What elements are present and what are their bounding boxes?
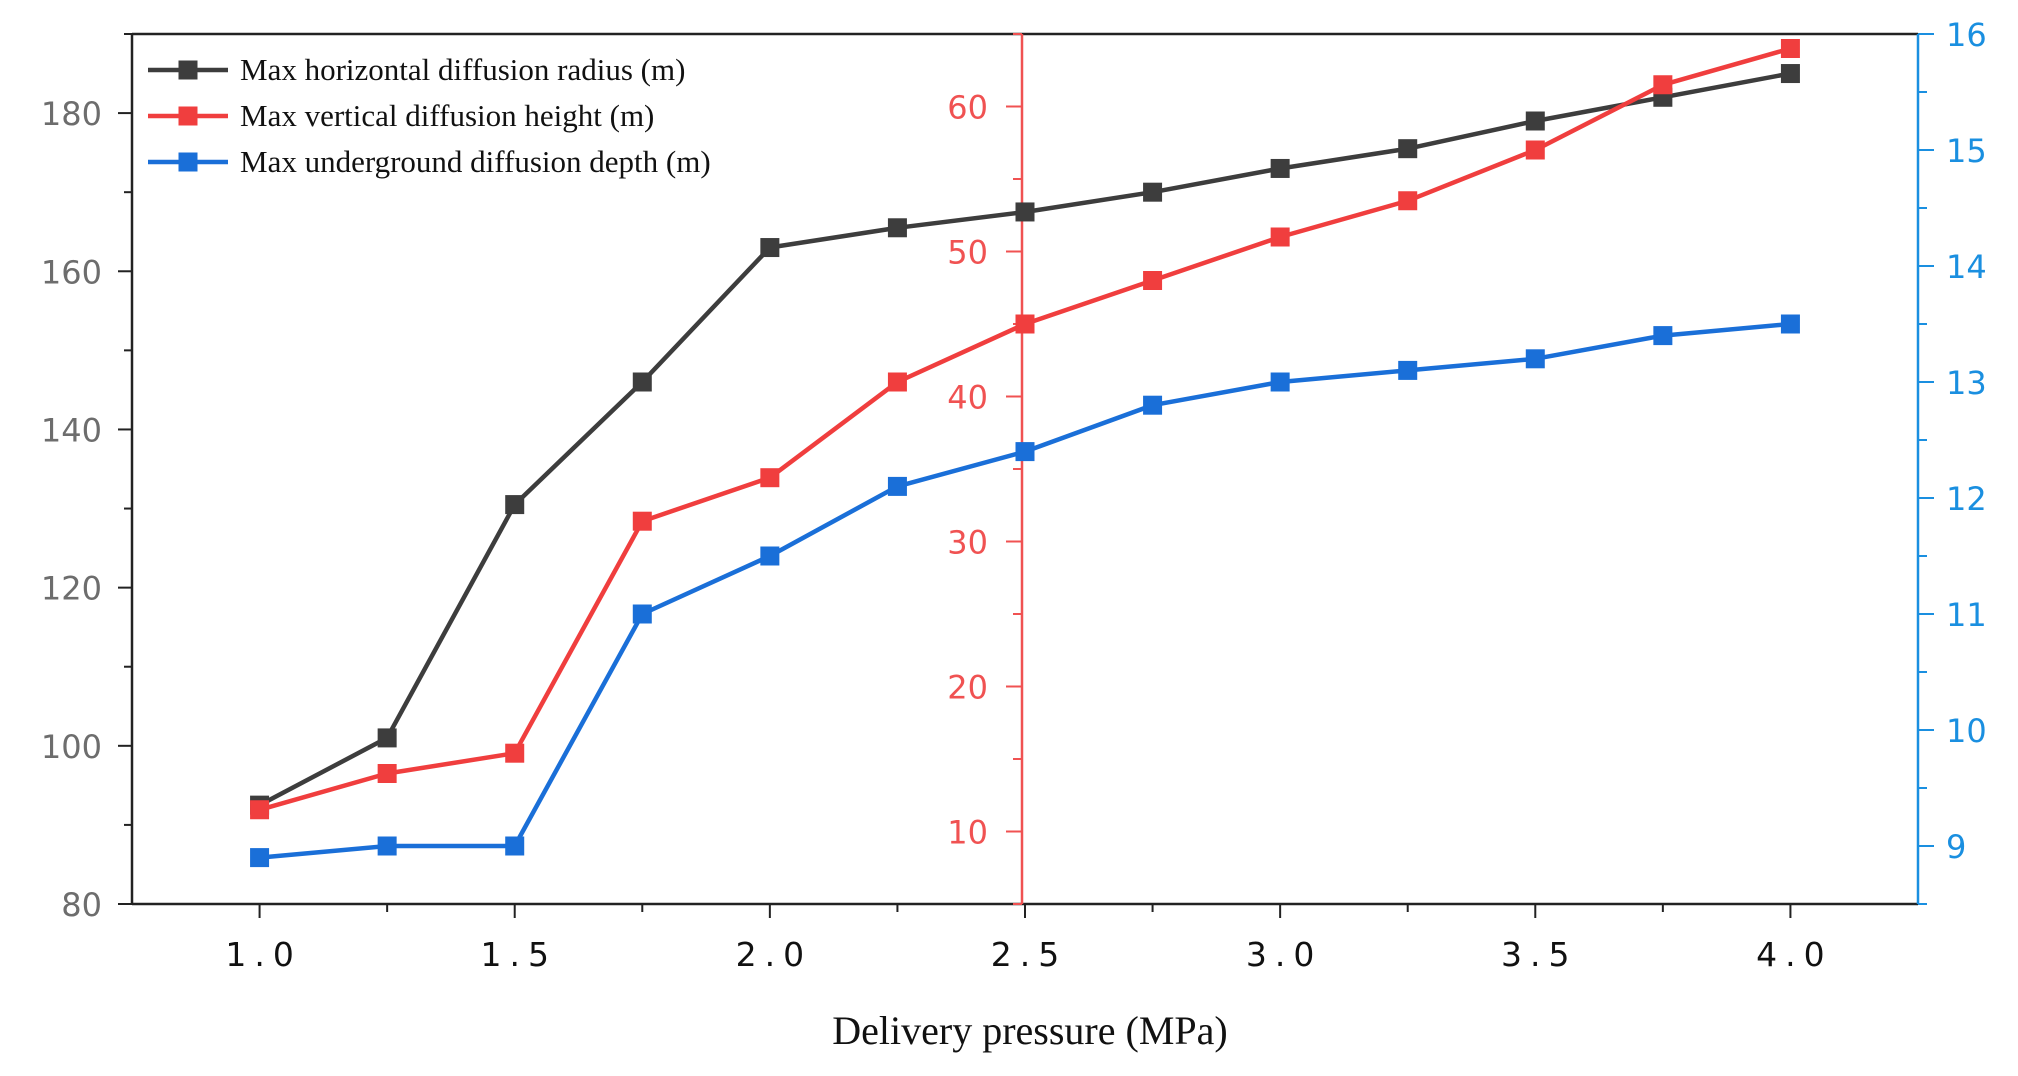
right-tick-label: 11 bbox=[1946, 596, 1987, 634]
left-tick-label: 160 bbox=[41, 253, 102, 291]
series-1-marker bbox=[1398, 139, 1418, 159]
x-tick-label: 2.5 bbox=[991, 935, 1067, 974]
right-tick-label: 9 bbox=[1946, 828, 1966, 866]
axes-group: 1.0 1.5 2.0 2.5 3.0 3.5 4.0 80 100 120 140 160 180 10… bbox=[41, 16, 1987, 974]
series-3-marker bbox=[632, 604, 652, 624]
left-tick-label: 100 bbox=[41, 728, 102, 766]
series-1-marker bbox=[1525, 111, 1545, 131]
series-3-marker bbox=[1270, 372, 1290, 392]
series-1-marker bbox=[887, 218, 907, 238]
x-tick-label: 1.0 bbox=[225, 935, 301, 974]
right-tick-label: 16 bbox=[1946, 16, 1987, 54]
series-2-marker bbox=[1525, 140, 1545, 160]
series-2-marker bbox=[1143, 271, 1163, 290]
legend: Max horizontal diffusion radius (m) Max v… bbox=[148, 52, 711, 179]
series-1-marker bbox=[505, 495, 525, 515]
legend-label: Max underground diffusion depth (m) bbox=[240, 144, 711, 179]
middle-tick-label: 10 bbox=[947, 814, 988, 852]
right-tick-label: 13 bbox=[1946, 364, 1987, 402]
series-2-marker bbox=[1015, 314, 1035, 334]
series-2-marker bbox=[1270, 227, 1290, 247]
legend-marker bbox=[178, 60, 198, 80]
series-2-marker bbox=[1653, 75, 1673, 95]
middle-tick-label: 40 bbox=[947, 379, 988, 417]
right-tick-label: 14 bbox=[1946, 248, 1987, 286]
series-2-marker bbox=[250, 800, 270, 820]
legend-marker bbox=[178, 152, 198, 172]
series-2-marker bbox=[1780, 39, 1800, 58]
series-3-marker bbox=[760, 546, 780, 566]
series-1-marker bbox=[1143, 182, 1163, 202]
series-2-marker bbox=[760, 468, 780, 488]
legend-label: Max horizontal diffusion radius (m) bbox=[240, 52, 685, 87]
middle-tick-label: 20 bbox=[947, 669, 988, 707]
series-1-marker bbox=[1270, 158, 1290, 178]
x-tick-label: 3.0 bbox=[1246, 935, 1322, 974]
series-3-marker bbox=[377, 836, 397, 856]
series-1-marker bbox=[760, 238, 780, 258]
series-2-marker bbox=[1398, 191, 1418, 211]
left-tick-label: 140 bbox=[41, 411, 102, 449]
series-1-marker bbox=[377, 728, 397, 748]
series-1-marker bbox=[1015, 202, 1035, 222]
middle-tick-label: 30 bbox=[947, 524, 988, 562]
right-tick-label: 15 bbox=[1946, 132, 1987, 170]
series-1-marker bbox=[1780, 64, 1800, 84]
left-tick-label: 120 bbox=[41, 570, 102, 608]
series-3-marker bbox=[887, 476, 907, 496]
left-tick-label: 180 bbox=[41, 95, 102, 133]
middle-tick-label: 60 bbox=[947, 89, 988, 127]
legend-marker bbox=[178, 106, 198, 126]
series-3-marker bbox=[1398, 360, 1418, 380]
right-tick-label: 10 bbox=[1946, 712, 1987, 750]
series-line-1 bbox=[258, 71, 1791, 808]
series-3-marker bbox=[1780, 314, 1800, 334]
series-3-marker bbox=[1525, 349, 1545, 369]
series-2-marker bbox=[377, 764, 397, 783]
x-tick-label: 3.5 bbox=[1501, 935, 1577, 974]
middle-tick-label: 50 bbox=[947, 234, 988, 272]
series-3-marker bbox=[1015, 442, 1035, 462]
left-tick-label: 80 bbox=[61, 886, 102, 924]
series-2-marker bbox=[632, 511, 652, 531]
x-tick-label: 2.0 bbox=[736, 935, 812, 974]
x-tick-label: 4.0 bbox=[1756, 935, 1832, 974]
series-line-3 bbox=[259, 321, 1791, 860]
series-1-marker bbox=[632, 372, 652, 392]
legend-label: Max vertical diffusion height (m) bbox=[240, 98, 654, 133]
series-3-marker bbox=[250, 848, 270, 868]
series-3-marker bbox=[505, 836, 525, 856]
series-3-marker bbox=[1143, 395, 1163, 415]
series-2-marker bbox=[887, 372, 907, 392]
series-group bbox=[250, 39, 1800, 868]
series-2-marker bbox=[505, 743, 525, 763]
x-axis-label: Delivery pressure (MPa) bbox=[832, 1008, 1227, 1053]
series-3-marker bbox=[1653, 326, 1673, 346]
x-tick-label: 1.5 bbox=[480, 935, 556, 974]
right-tick-label: 12 bbox=[1946, 480, 1987, 518]
